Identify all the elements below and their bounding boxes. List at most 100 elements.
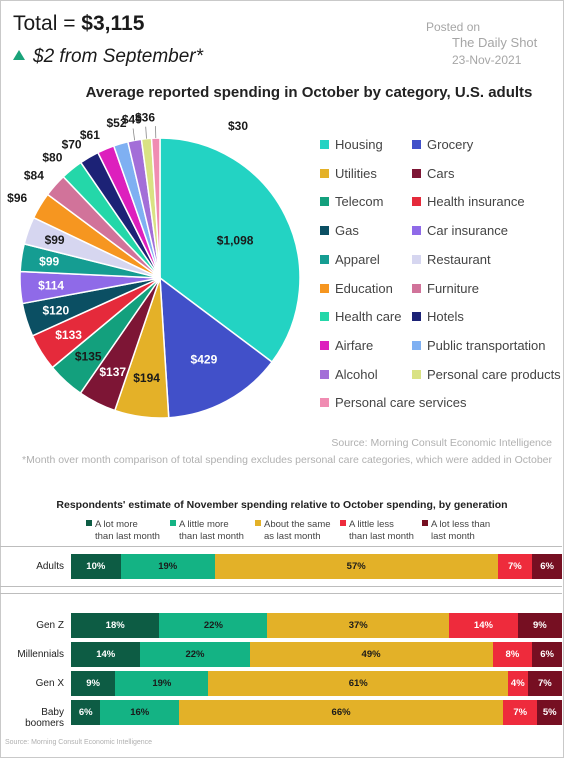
legend-label: Personal care products (427, 366, 561, 382)
bar-legend-label: than last month (349, 531, 414, 542)
bar-divider-line (0, 586, 562, 587)
pie-value-label: $30 (228, 119, 248, 133)
pie-value-label: $1,098 (217, 233, 254, 247)
bar-divider-line (0, 593, 562, 594)
watermark-posted-on: Posted on (426, 20, 481, 34)
legend-swatch (412, 340, 421, 350)
watermark-source: The Daily Shot (452, 35, 538, 50)
legend-swatch (412, 197, 421, 207)
legend-swatch (412, 312, 421, 322)
bar-segment: 4% (507, 671, 528, 696)
pie-slice-housing (159, 137, 301, 364)
bar-segment: 7% (497, 554, 533, 579)
legend-label: Grocery (427, 137, 474, 152)
legend-label: Health care (335, 309, 402, 325)
pie-slice-grocery (159, 276, 274, 419)
legend-item-grocery: Grocery (412, 137, 473, 152)
bar-segment: 37% (267, 613, 450, 638)
legend-item-car-insurance: Car insurance (412, 223, 508, 238)
legend-swatch (412, 369, 421, 379)
bar-segment: 61% (208, 671, 508, 696)
bar-segment-label: 19% (158, 561, 178, 572)
pie-chart-title: Average reported spending in October by … (0, 84, 564, 101)
legend-swatch (412, 168, 421, 178)
bar-chart-title: Respondents' estimate of November spendi… (56, 499, 508, 511)
bar-source: Source: Morning Consult Economic Intelli… (5, 739, 153, 746)
bar-segment-label: 8% (505, 649, 520, 660)
bar-row: 6% 16% 66% 7% 5% (71, 700, 562, 725)
legend-swatch (320, 226, 329, 236)
watermark-date: 23-Nov-2021 (452, 53, 522, 67)
bar-segment: 22% (140, 642, 250, 667)
bar-segment-label: 66% (331, 707, 351, 718)
total-value: $3,115 (81, 12, 145, 35)
bar-segment: 5% (537, 700, 562, 725)
bar-segment-label: 19% (152, 678, 172, 689)
bar-segment-label: 7% (513, 707, 528, 718)
legend-label: Furniture (427, 280, 480, 296)
bar-legend-item: A little less than last month (340, 519, 414, 543)
bar-legend-label: A little less (349, 519, 394, 530)
bar-segment-label: 7% (508, 561, 522, 572)
bar-segment-label: 5% (542, 707, 557, 718)
bar-segment: 18% (71, 613, 160, 638)
pie-value-label: $99 (45, 233, 65, 247)
bar-segment: 19% (115, 671, 209, 696)
legend-item-cars: Cars (412, 166, 454, 181)
bar-segment-label: 4% (510, 678, 525, 689)
legend-swatch (320, 140, 329, 149)
bar-segment-label: 9% (86, 678, 100, 689)
bar-segment: 7% (527, 671, 562, 696)
legend-item-health-insurance: Health insurance (412, 194, 525, 209)
pie-chart: $1,098 $429 $194 $137$135 $133 $120 $114 $99 $99… (7, 112, 301, 419)
legend-label: Car insurance (427, 223, 508, 239)
bar-legend-item: About the same as last month (255, 519, 331, 543)
legend-swatch (412, 254, 421, 264)
bar-segment-label: 61% (348, 678, 368, 689)
bar-legend-label: than last month (95, 531, 160, 542)
bar-legend-label: A lot more (95, 519, 138, 530)
bar-legend-label: A little more (179, 519, 229, 530)
pie-value-label: $61 (80, 128, 100, 142)
legend-item-education: Education (320, 281, 393, 296)
bar-segment: 6% (532, 642, 562, 667)
bar-legend-swatch (255, 520, 261, 526)
pie-source: Source: Morning Consult Economic Intelli… (331, 437, 552, 449)
bar-legend-swatch (86, 520, 92, 526)
bar-segment-label: 6% (78, 707, 93, 718)
legend-item-restaurant: Restaurant (412, 252, 491, 267)
legend-item-utilities: Utilities (320, 166, 377, 181)
legend-label: Housing (335, 137, 383, 152)
legend-label: Gas (335, 223, 359, 239)
bar-legend-label: A lot less than (431, 519, 491, 530)
bar-segment-label: 7% (537, 678, 552, 689)
pie-value-label: $194 (133, 371, 160, 385)
pie-value-label: $120 (42, 304, 69, 318)
bar-legend-swatch (422, 520, 428, 526)
bar-segment-label: 49% (361, 649, 381, 660)
legend-label: Apparel (335, 251, 380, 267)
legend-swatch (320, 369, 329, 379)
pie-leader-line (132, 128, 135, 141)
pie-value-label: $99 (39, 255, 59, 269)
legend-item-alcohol: Alcohol (320, 367, 378, 382)
legend-item-furniture: Furniture (412, 281, 479, 296)
legend-swatch (412, 140, 421, 149)
bar-segment-label: 9% (533, 620, 547, 631)
legend-swatch (320, 197, 329, 207)
legend-item-health-care: Health care (320, 309, 401, 324)
bar-segment: 9% (517, 613, 562, 638)
legend-swatch (320, 340, 329, 350)
legend-swatch (320, 283, 329, 293)
pie-value-label: $135 (75, 350, 102, 364)
bar-segment-label: 10% (86, 561, 106, 572)
bar-legend-item: A lot more than last month (86, 519, 160, 543)
pie-value-label: $114 (38, 279, 64, 293)
pie-value-label: $429 (191, 352, 218, 366)
bar-segment: 19% (120, 554, 215, 579)
bar-segment-label: 14% (96, 649, 116, 660)
bar-legend-swatch (340, 520, 346, 526)
legend-item-gas: Gas (320, 223, 359, 238)
bar-segment: 6% (71, 700, 101, 725)
bar-segment-label: 22% (185, 649, 205, 660)
